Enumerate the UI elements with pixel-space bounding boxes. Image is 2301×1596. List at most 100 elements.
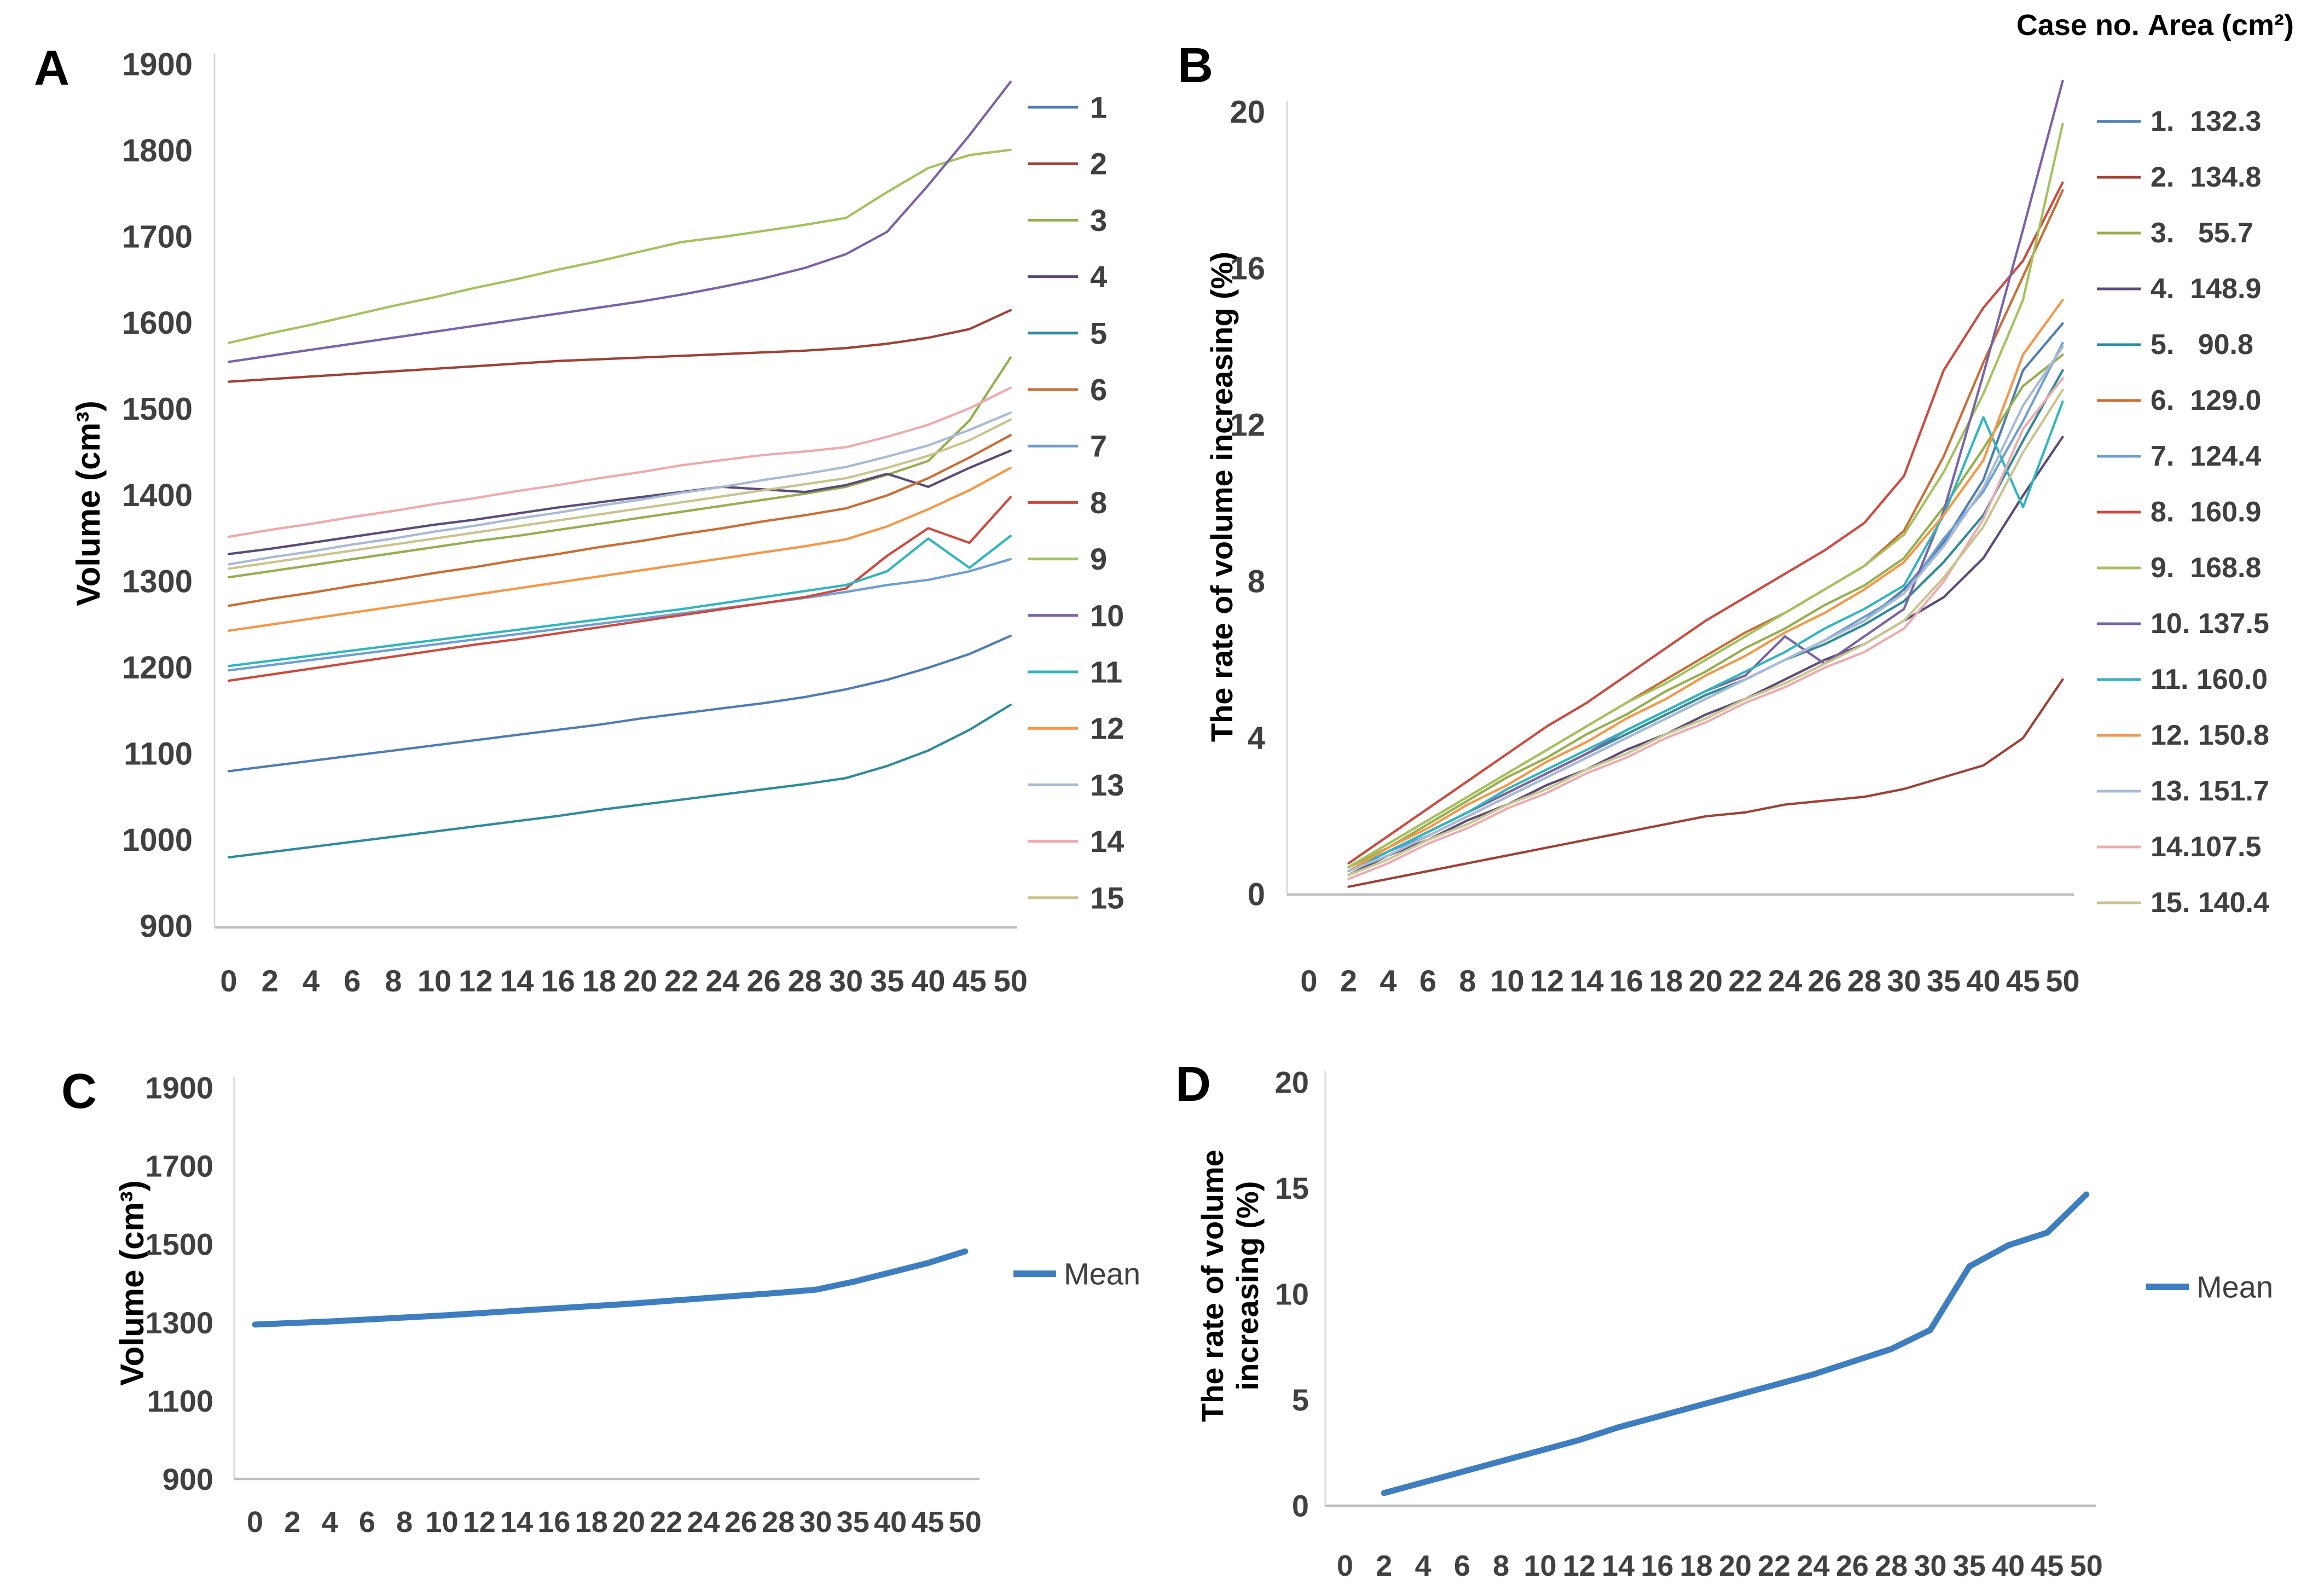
legend-item-B-11: 11. 160.0 (2151, 664, 2268, 695)
legend-item-A-8: 8 (1090, 485, 1107, 520)
legend-item-A-6: 6 (1090, 373, 1107, 407)
x-tick-label: 40 (1992, 1549, 2025, 1582)
y-tick-label: 16 (1230, 251, 1265, 287)
x-tick-label: 8 (396, 1506, 413, 1539)
x-tick-label: 8 (1459, 964, 1476, 998)
y-axis-title-B: The rate of volume increasing (%) (1204, 252, 1239, 742)
x-tick-label: 16 (537, 1506, 570, 1539)
x-tick-label: 45 (911, 1506, 944, 1539)
x-tick-label: 45 (952, 964, 986, 998)
x-tick-label: 6 (359, 1506, 375, 1539)
legend-item-A-12: 12 (1090, 711, 1124, 746)
x-tick-label: 26 (1807, 964, 1841, 998)
x-tick-label: 8 (1493, 1549, 1509, 1582)
x-tick-label: 2 (284, 1506, 300, 1539)
series-line-A-15 (227, 418, 1012, 570)
x-tick-label: 10 (425, 1506, 458, 1539)
x-tick-label: 2 (262, 964, 279, 998)
x-tick-label: 40 (911, 964, 945, 998)
y-tick-label: 0 (1292, 1489, 1309, 1523)
series-line-A-11 (227, 535, 1012, 668)
series-line-D-Mean (1381, 1191, 2090, 1496)
x-tick-label: 35 (870, 964, 904, 998)
x-tick-label: 20 (1719, 1549, 1752, 1582)
x-tick-label: 22 (1758, 1549, 1790, 1582)
series-line-A-4 (227, 449, 1012, 555)
x-tick-label: 6 (1419, 964, 1436, 998)
x-tick-label: 24 (705, 964, 739, 998)
legend-item-B-5: 5. 90.8 (2151, 329, 2253, 361)
series-line-A-8 (227, 496, 1012, 682)
series-line-B-10 (1347, 79, 2064, 873)
y-tick-label: 12 (1230, 408, 1265, 443)
x-tick-label: 18 (1680, 1549, 1713, 1582)
x-tick-label: 20 (623, 964, 657, 998)
x-tick-label: 28 (1875, 1549, 1908, 1582)
legend-item-A-14: 14 (1090, 824, 1124, 858)
x-tick-label: 10 (1490, 964, 1524, 998)
legend-item-A-7: 7 (1090, 429, 1107, 463)
x-tick-label: 26 (1836, 1549, 1869, 1582)
y-tick-label: 15 (1275, 1171, 1309, 1205)
series-line-A-6 (227, 434, 1012, 607)
x-tick-label: 50 (949, 1506, 982, 1539)
series-line-B-4 (1347, 436, 2064, 877)
y-tick-label: 1800 (122, 133, 193, 169)
x-tick-label: 16 (1609, 964, 1643, 998)
y-tick-label: 1300 (145, 1305, 213, 1340)
legend-item-B-13: 13. 151.7 (2151, 775, 2269, 807)
y-tick-label: 8 (1248, 564, 1265, 600)
x-tick-label: 12 (1530, 964, 1564, 998)
series-line-B-7 (1347, 341, 2064, 873)
legend-item-B-4: 4. 148.9 (2151, 273, 2261, 305)
y-tick-label: 1500 (122, 392, 193, 427)
legend-title: Case no. Area (cm²) (2016, 9, 2294, 42)
legend-item-C-Mean: Mean (1064, 1257, 1140, 1291)
y-tick-label: 1400 (122, 478, 193, 513)
y-tick-label: 1700 (145, 1149, 213, 1183)
x-tick-label: 22 (650, 1506, 682, 1539)
legend-item-A-10: 10 (1090, 598, 1124, 632)
series-line-B-15 (1347, 388, 2064, 877)
x-tick-label: 0 (1337, 1549, 1353, 1582)
y-tick-label: 20 (1275, 1065, 1309, 1100)
legend-item-B-7: 7. 124.4 (2151, 440, 2261, 472)
x-tick-label: 24 (1768, 964, 1802, 998)
x-tick-label: 30 (799, 1506, 832, 1539)
y-tick-label: 0 (1248, 877, 1265, 913)
x-tick-label: 14 (500, 964, 534, 998)
x-tick-label: 50 (2045, 964, 2079, 998)
x-tick-label: 12 (1563, 1549, 1596, 1582)
x-tick-label: 10 (1523, 1549, 1556, 1582)
legend-item-A-9: 9 (1090, 542, 1107, 576)
series-line-A-10 (227, 80, 1012, 363)
legend-item-B-14: 14.107.5 (2151, 831, 2261, 863)
panel-C-letter: C (61, 1064, 97, 1119)
x-tick-label: 10 (418, 964, 451, 998)
x-tick-label: 30 (1914, 1549, 1946, 1582)
x-tick-label: 35 (1927, 964, 1961, 998)
series-line-A-7 (227, 558, 1012, 672)
series-line-A-2 (227, 309, 1012, 383)
x-tick-label: 12 (459, 964, 492, 998)
series-line-A-13 (227, 411, 1012, 566)
y-tick-label: 1100 (124, 736, 193, 772)
y-tick-label: 1000 (122, 822, 193, 858)
legend-item-B-15: 15. 140.4 (2151, 887, 2269, 919)
x-tick-label: 2 (1340, 964, 1357, 998)
panel-D-letter: D (1175, 1057, 1211, 1112)
x-tick-label: 24 (687, 1506, 720, 1539)
y-tick-label: 20 (1230, 95, 1265, 130)
x-tick-label: 0 (1300, 964, 1317, 998)
series-line-B-13 (1347, 345, 2064, 873)
legend-item-B-8: 8. 160.9 (2151, 496, 2261, 528)
x-tick-label: 50 (2070, 1549, 2103, 1582)
y-tick-label: 900 (163, 1462, 213, 1496)
panel-B-letter: B (1178, 38, 1213, 93)
series-line-B-14 (1347, 377, 2064, 880)
x-tick-label: 35 (1953, 1549, 1986, 1582)
